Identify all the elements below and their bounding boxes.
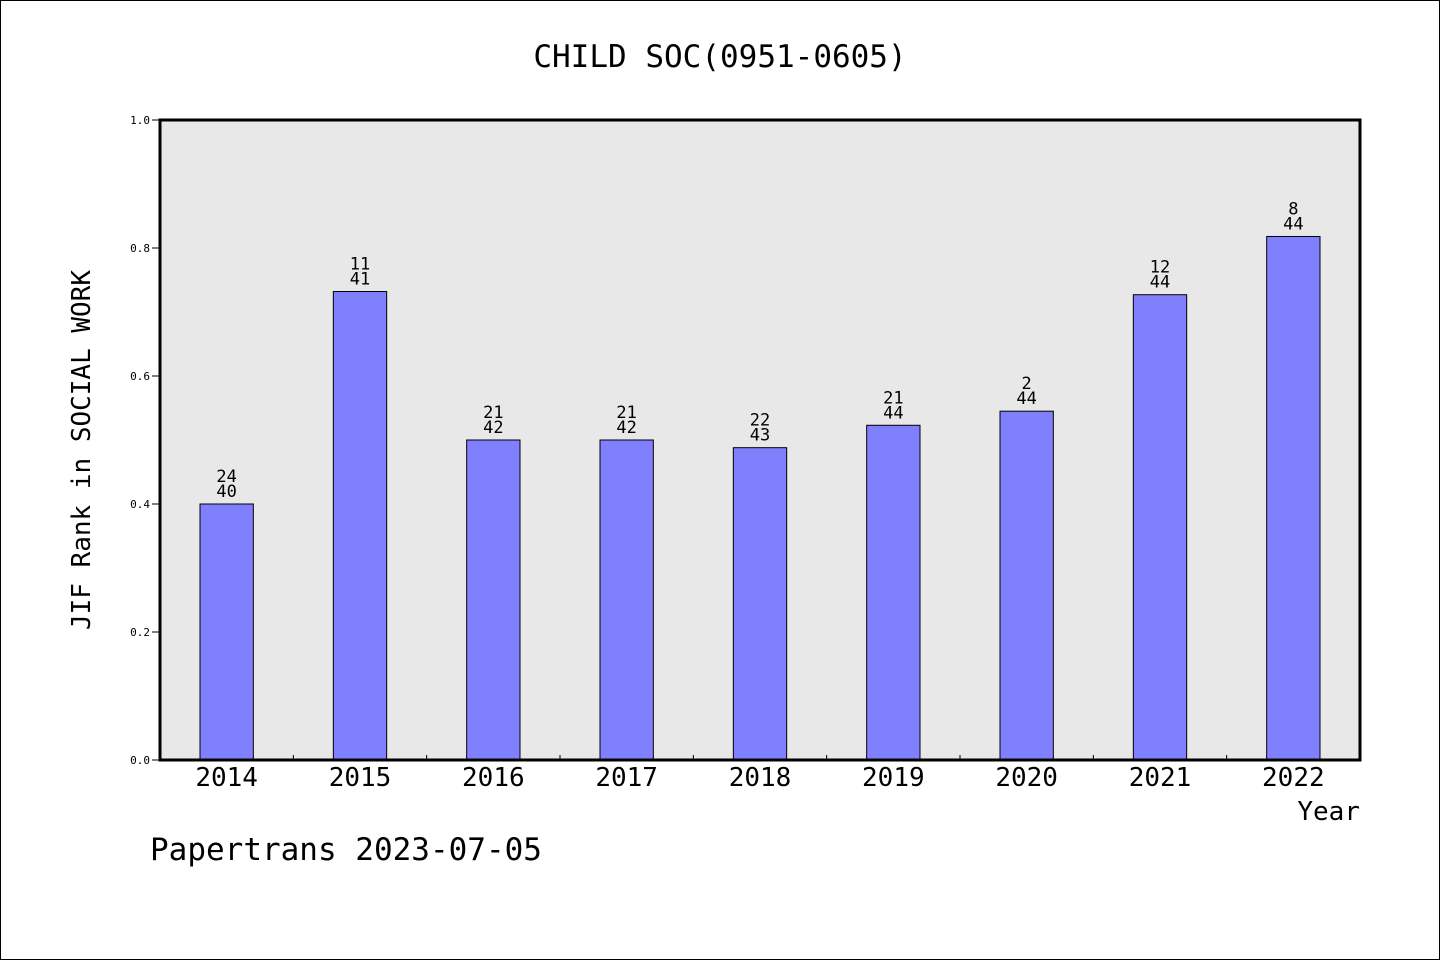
bar-2017: [599, 439, 654, 761]
x-tick-label-2017: 2017: [595, 763, 658, 793]
bar-label-total-2021: 44: [1150, 273, 1170, 293]
y-axis-label: JIF Rank in SOCIAL WORK: [67, 270, 97, 630]
footer-text: Papertrans 2023-07-05: [150, 832, 542, 868]
bar-label-total-2015: 41: [350, 270, 370, 290]
y-tick-label: 0.8: [130, 242, 150, 255]
bar-label-rank-2014: 24: [216, 467, 236, 487]
bar-2016: [466, 439, 521, 761]
bar-label-rank-2016: 21: [483, 403, 503, 423]
x-tick-label-2021: 2021: [1129, 763, 1192, 793]
x-tick-label-2014: 2014: [195, 763, 258, 793]
bar-label-total-2018: 43: [750, 426, 770, 446]
bar-label-rank-2017: 21: [616, 403, 636, 423]
bar-label-total-2022: 44: [1283, 214, 1303, 234]
bar-label-total-2014: 40: [216, 482, 236, 502]
bar-label-rank-2015: 11: [350, 255, 370, 275]
bar-2015: [332, 291, 388, 761]
bar-label-rank-2022: 8: [1288, 199, 1298, 219]
bar-label-total-2020: 44: [1016, 389, 1036, 409]
bar-2014: [199, 503, 254, 761]
y-tick-label: 0.4: [130, 498, 150, 511]
bar-label-rank-2019: 21: [883, 388, 903, 408]
x-tick-label-2020: 2020: [995, 763, 1058, 793]
bar-label-rank-2021: 12: [1150, 258, 1170, 278]
y-tick-label: 0.6: [130, 370, 150, 383]
bar-label-total-2019: 44: [883, 403, 903, 423]
x-tick-label-2022: 2022: [1262, 763, 1325, 793]
x-tick-label-2018: 2018: [729, 763, 792, 793]
bar-label-rank-2018: 22: [750, 411, 770, 431]
y-tick-label: 1.0: [130, 114, 150, 127]
plot-border: [158, 118, 1362, 762]
y-tick-label: 0.0: [130, 754, 150, 767]
bar-label-total-2016: 42: [483, 418, 503, 438]
y-tick-label: 0.2: [130, 626, 150, 639]
bar-2022: [1266, 235, 1321, 761]
bar-2021: [1132, 294, 1188, 761]
bar-2018: [732, 447, 788, 761]
bar-label-total-2017: 42: [616, 418, 636, 438]
x-tick-label-2016: 2016: [462, 763, 525, 793]
chart-title: CHILD SOC(0951-0605): [533, 39, 906, 75]
bar-label-rank-2020: 2: [1022, 374, 1032, 394]
bar-2019: [866, 424, 921, 761]
x-axis-label: Year: [1297, 797, 1360, 827]
bar-2020: [999, 410, 1054, 761]
x-tick-label-2015: 2015: [329, 763, 392, 793]
x-tick-label-2019: 2019: [862, 763, 925, 793]
